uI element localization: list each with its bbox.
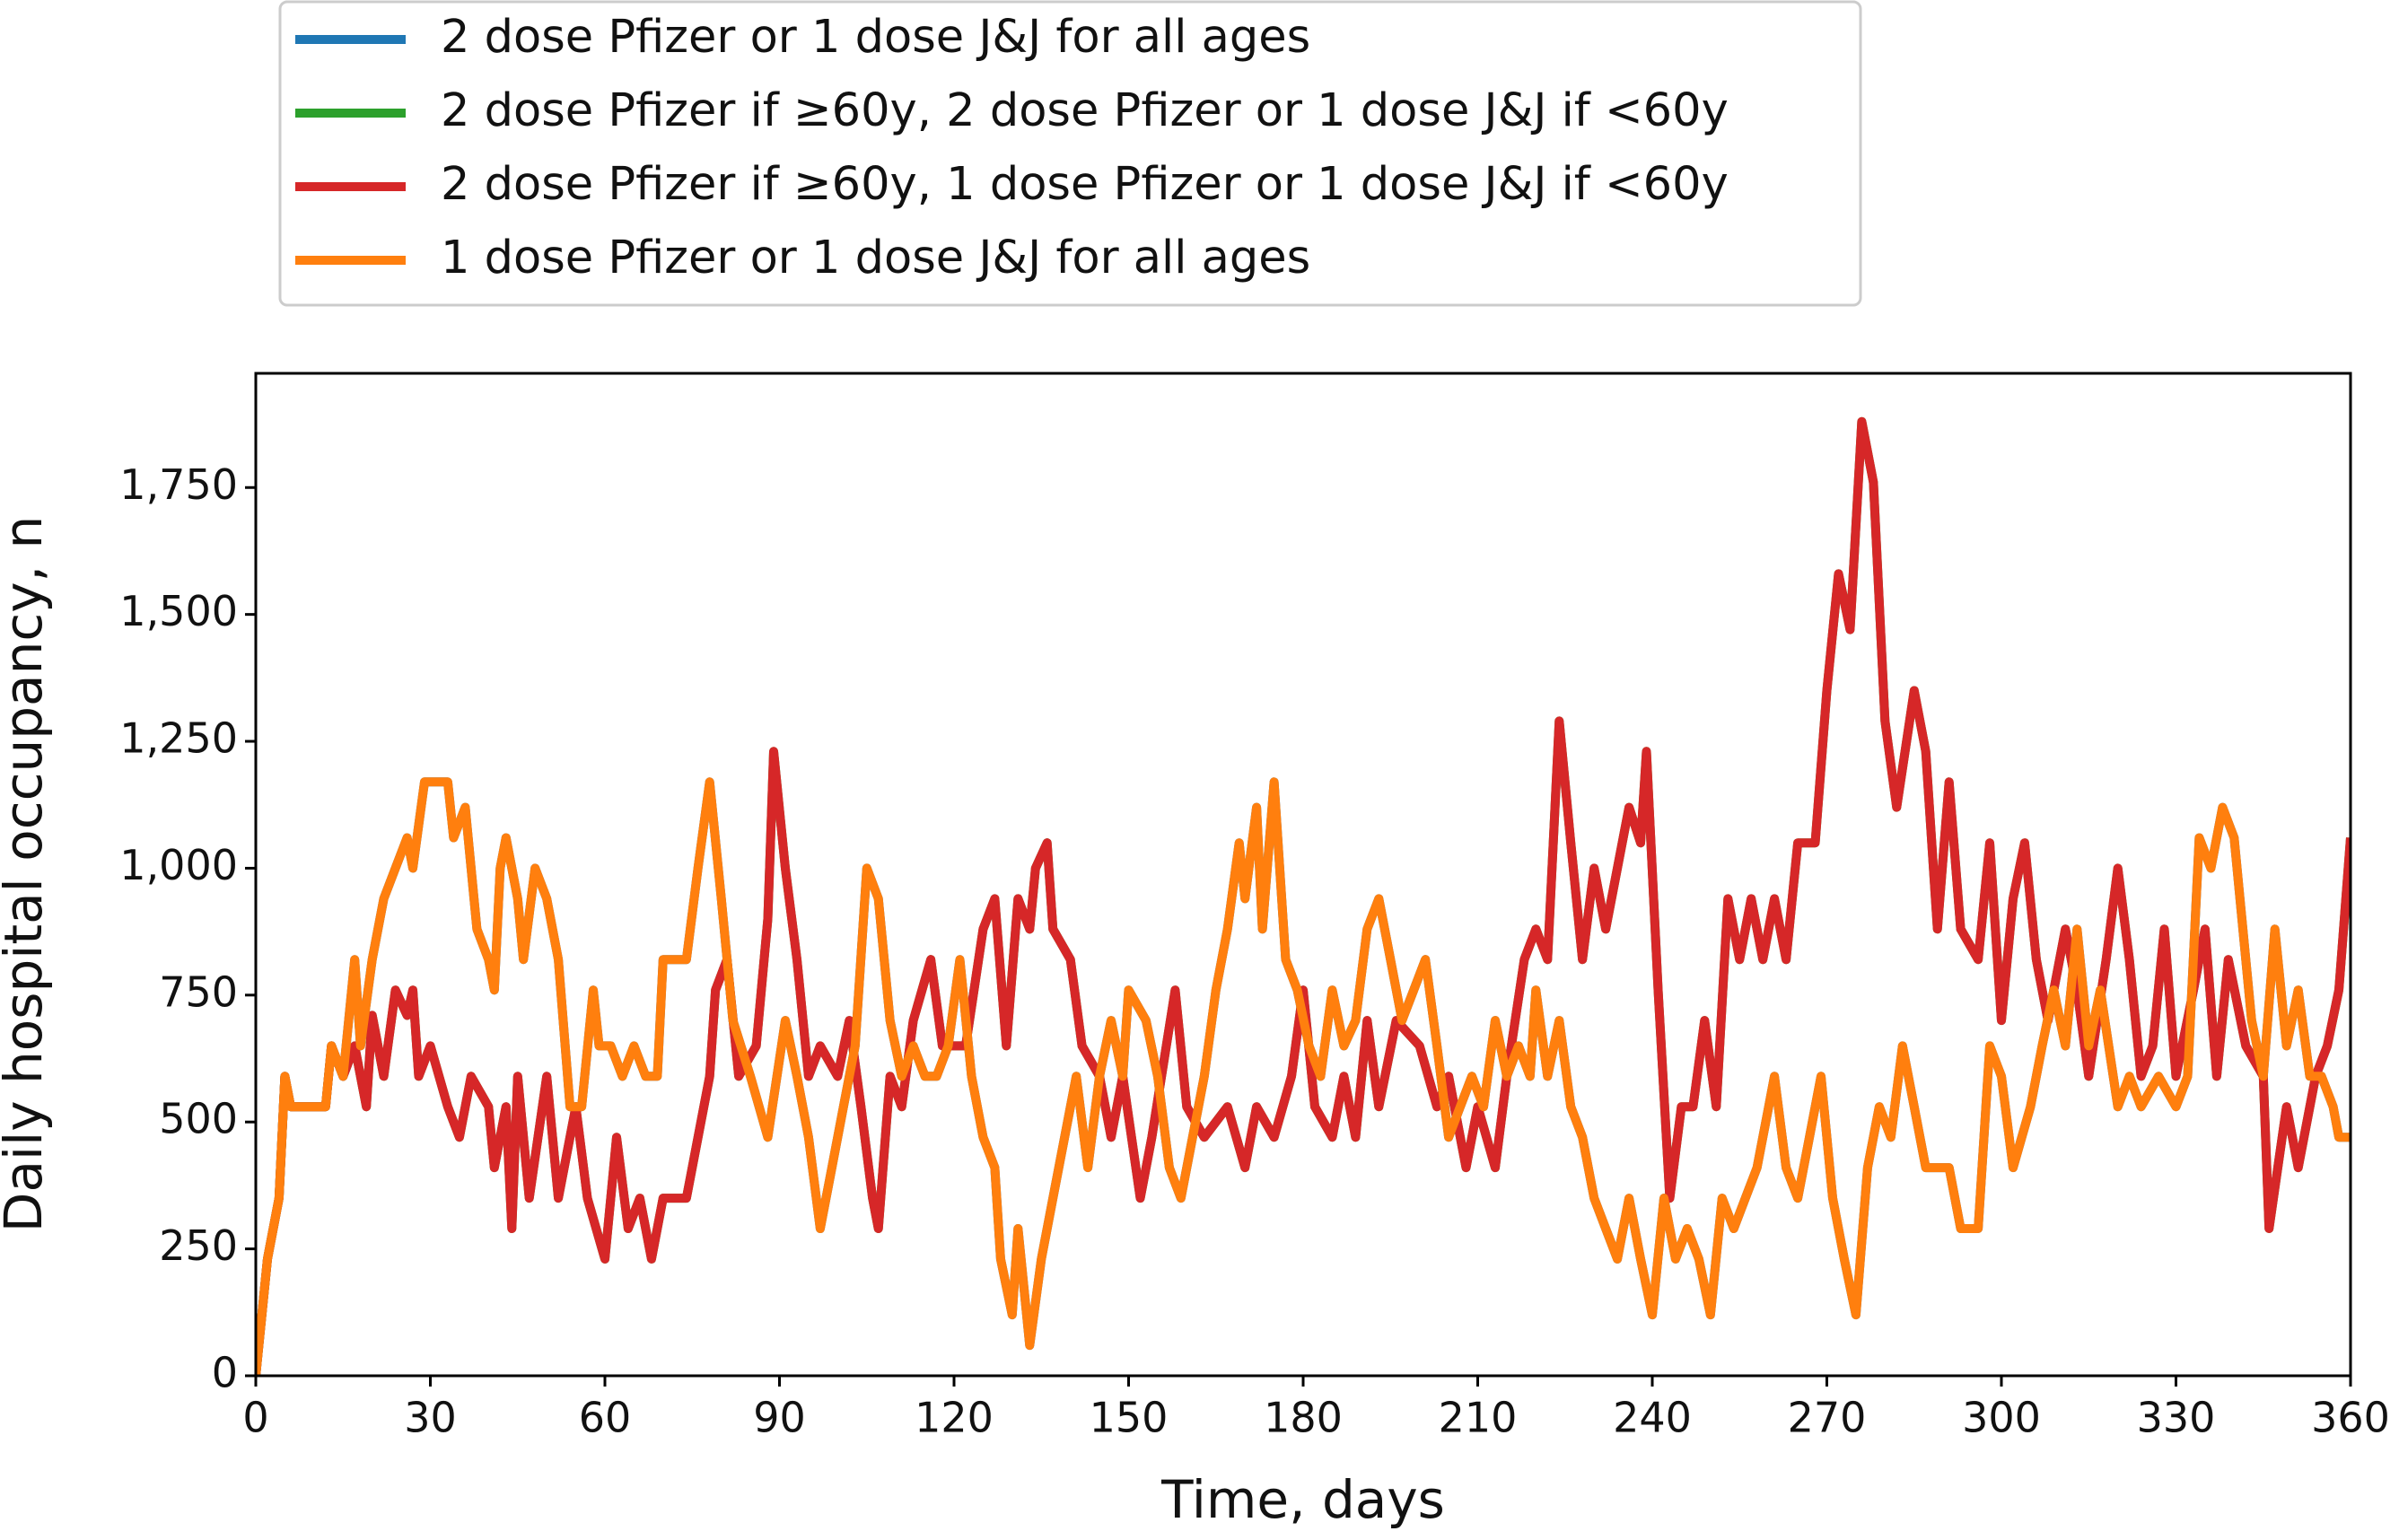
- plot-area: [256, 416, 2351, 1376]
- x-tick-label: 90: [753, 1394, 806, 1442]
- legend-label: 1 dose Pfizer or 1 dose J&J for all ages: [441, 232, 1310, 284]
- y-tick-label: 1,250: [119, 714, 238, 763]
- y-tick-label: 1,750: [119, 460, 238, 509]
- x-tick-label: 180: [1264, 1394, 1343, 1442]
- legend-label: 2 dose Pfizer or 1 dose J&J for all ages: [441, 11, 1310, 64]
- y-axis-label: Daily hospital occupancy, n: [0, 516, 54, 1232]
- x-tick-label: 270: [1788, 1394, 1867, 1442]
- legend-label: 2 dose Pfizer if ≥60y, 1 dose Pfizer or …: [441, 158, 1729, 211]
- y-tick-label: 750: [159, 967, 238, 1016]
- series-line: [256, 416, 2351, 1376]
- y-tick-label: 1,000: [119, 841, 238, 889]
- x-tick-label: 120: [915, 1394, 994, 1442]
- y-tick-label: 250: [159, 1221, 238, 1270]
- x-tick-label: 210: [1439, 1394, 1518, 1442]
- y-tick-label: 0: [212, 1349, 238, 1397]
- y-tick-label: 1,500: [119, 587, 238, 635]
- x-tick-label: 360: [2311, 1394, 2390, 1442]
- x-tick-label: 60: [579, 1394, 632, 1442]
- legend-frame: [278, 0, 1862, 307]
- series-line: [256, 416, 2351, 1376]
- axes-frame: [254, 372, 2352, 1378]
- x-tick-label: 150: [1090, 1394, 1169, 1442]
- x-axis-label: Time, days: [1160, 1469, 1445, 1530]
- series-line: [256, 777, 2351, 1376]
- legend-label: 2 dose Pfizer if ≥60y, 2 dose Pfizer or …: [441, 84, 1729, 137]
- x-tick-label: 330: [2137, 1394, 2216, 1442]
- x-tick-label: 30: [404, 1394, 457, 1442]
- y-tick-label: 500: [159, 1095, 238, 1143]
- x-tick-label: 300: [1962, 1394, 2041, 1442]
- x-tick-label: 0: [242, 1394, 268, 1442]
- x-tick-label: 240: [1613, 1394, 1692, 1442]
